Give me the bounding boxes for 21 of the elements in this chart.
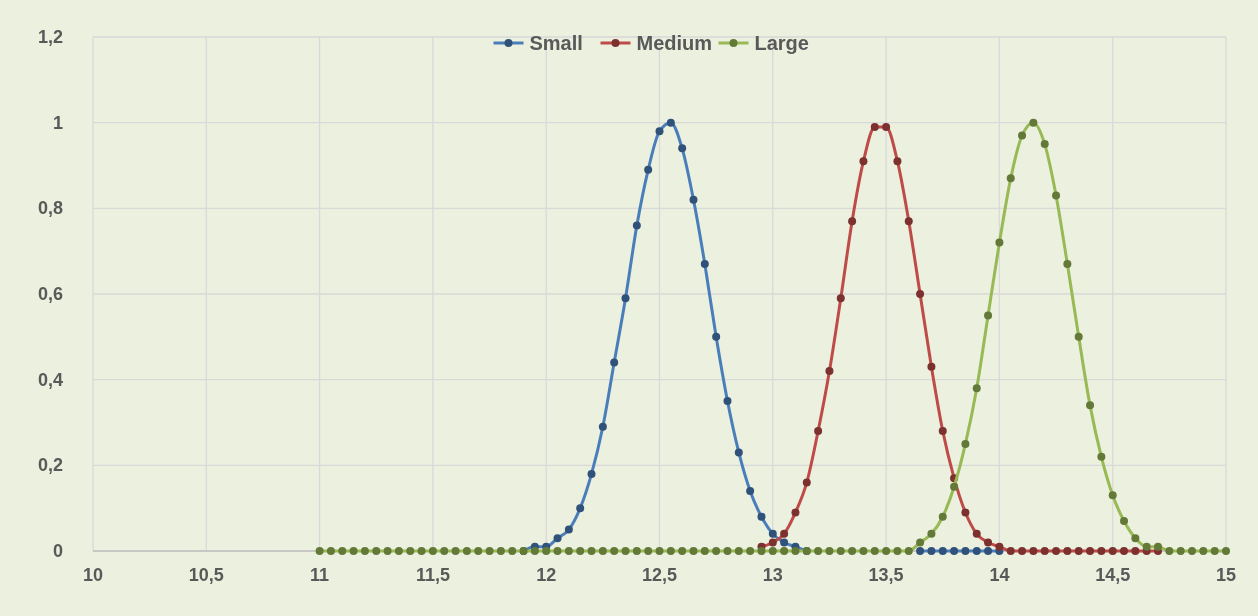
y-tick-label: 1,2 xyxy=(37,27,63,47)
x-tick-label: 13,5 xyxy=(868,565,904,585)
y-tick-label: 0,6 xyxy=(37,284,63,304)
y-tick-label: 0 xyxy=(52,541,63,561)
y-tick-label: 0,4 xyxy=(37,369,63,390)
y-tick-label: 0,2 xyxy=(37,455,63,476)
x-tick-label: 14 xyxy=(989,565,1010,585)
x-tick-label: 11 xyxy=(310,565,330,585)
x-tick-label: 10 xyxy=(82,565,104,585)
x-tick-label: 13 xyxy=(762,565,783,585)
y-tick-label: 0,8 xyxy=(37,198,63,219)
x-tick-label: 12 xyxy=(536,565,557,585)
x-tick-label: 11,5 xyxy=(415,565,450,585)
legend-label: Medium xyxy=(636,32,713,54)
x-tick-label: 12,5 xyxy=(641,565,678,585)
x-tick-label: 15 xyxy=(1215,565,1237,585)
y-tick-label: 1 xyxy=(52,112,63,133)
legend-label: Large xyxy=(754,32,809,54)
x-tick-label: 14,5 xyxy=(1095,565,1131,585)
legend-label: Small xyxy=(529,32,583,54)
x-tick-label: 10,5 xyxy=(188,565,224,585)
